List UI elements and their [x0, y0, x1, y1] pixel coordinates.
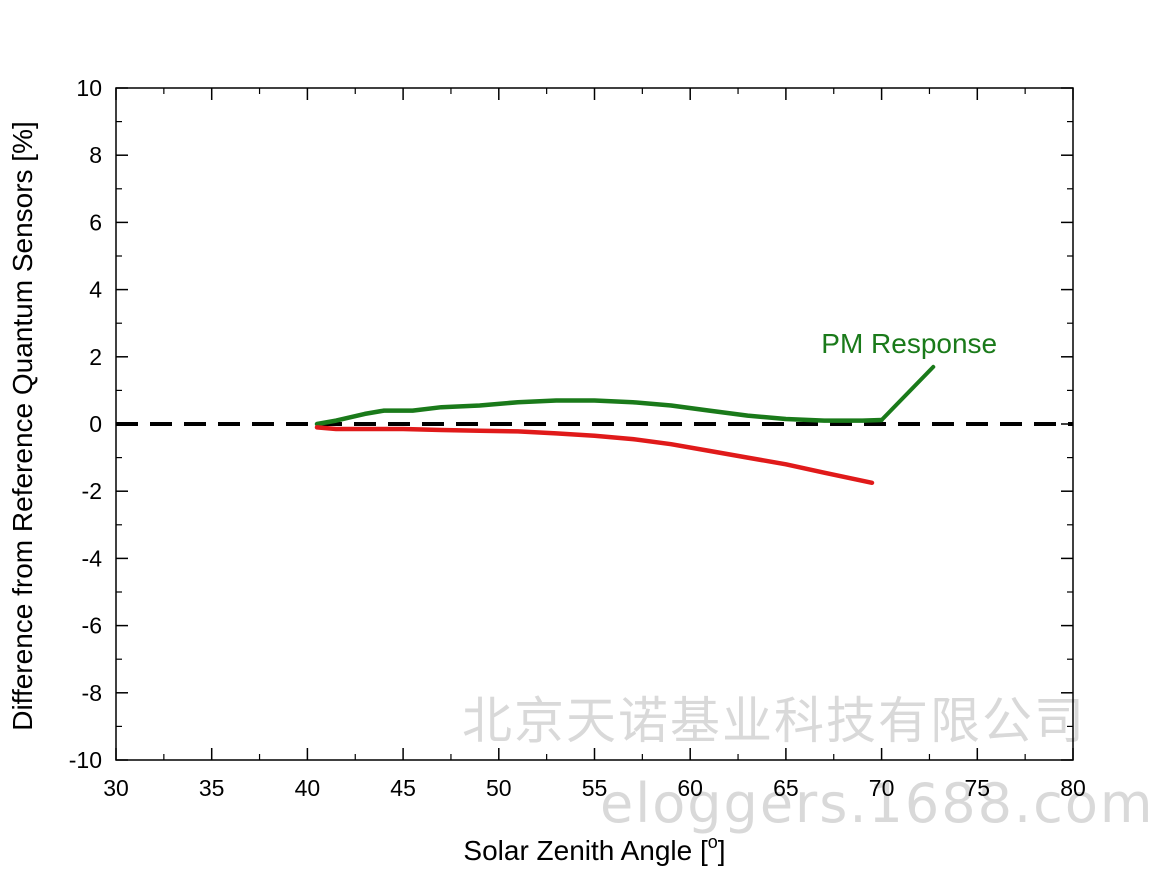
plot-area [116, 398, 1073, 486]
x-axis-title-end: ] [718, 835, 726, 866]
x-axis-title: Solar Zenith Angle [o] [463, 832, 725, 866]
y-tick-label: -2 [82, 478, 102, 504]
y-tick-label: 6 [89, 209, 102, 235]
watermark-company: 北京天诺基业科技有限公司 [462, 692, 1086, 750]
axis-tick-labels: 30 35 40 45 50 55 60 65 70 75 80 -10 -8 -6 -4 -2 0 2 4 6 8 10 [69, 75, 1086, 801]
y-axis-title: Difference from Reference Quantum Sensor… [7, 121, 38, 731]
series-line-pm-response [314, 398, 884, 427]
watermark: 北京天诺基业科技有限公司 eloggers.1688.com [462, 692, 1154, 835]
y-tick-label: 8 [89, 142, 102, 168]
annotation-label: PM Response [821, 328, 997, 359]
x-tick-label: 50 [486, 775, 512, 801]
x-tick-label: 45 [390, 775, 416, 801]
y-tick-label: 10 [76, 75, 102, 101]
x-tick-label: 65 [773, 775, 799, 801]
x-axis-title-main: Solar Zenith Angle [ [463, 835, 708, 866]
axis-ticks [115, 87, 1074, 761]
x-tick-label: 40 [295, 775, 321, 801]
y-tick-label: -10 [69, 747, 102, 773]
y-tick-label: -8 [82, 680, 102, 706]
y-tick-label: -4 [82, 545, 103, 571]
watermark-url: eloggers.1688.com [600, 772, 1154, 835]
y-tick-label: 4 [89, 277, 102, 303]
annotation-leader-line [879, 364, 936, 422]
x-axis-title-degree: o [708, 832, 718, 852]
x-tick-label: 75 [965, 775, 991, 801]
y-tick-label: 2 [89, 344, 102, 370]
x-tick-label: 80 [1060, 775, 1086, 801]
x-tick-label: 55 [582, 775, 608, 801]
x-tick-label: 30 [103, 775, 129, 801]
y-tick-label: -6 [82, 613, 102, 639]
x-tick-label: 70 [869, 775, 895, 801]
x-tick-label: 35 [199, 775, 225, 801]
x-tick-label: 60 [677, 775, 703, 801]
series-line-red-series [314, 425, 875, 486]
annotations: PM Response [821, 328, 997, 422]
y-tick-label: 0 [89, 411, 102, 437]
